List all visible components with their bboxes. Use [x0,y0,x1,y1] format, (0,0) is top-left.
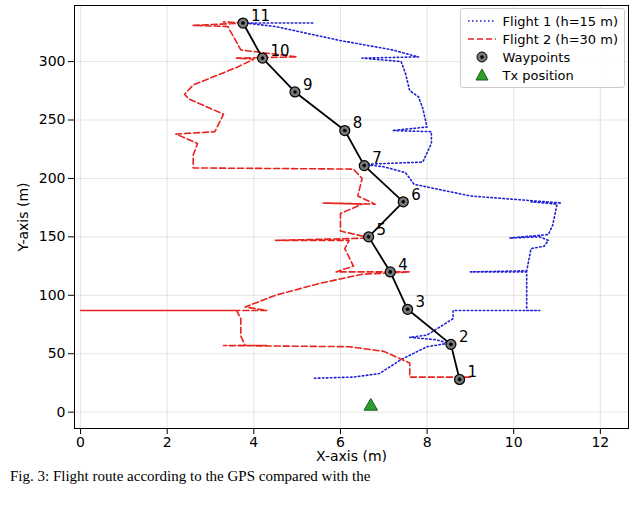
html-text:Waypoints: Waypoints [502,49,571,65]
svg-text:4: 4 [249,434,258,450]
svg-text:12: 12 [591,434,609,450]
svg-text:150: 150 [39,228,66,244]
svg-text:50: 50 [48,345,66,361]
svg-text:3: 3 [416,293,426,311]
svg-text:4: 4 [398,256,408,274]
svg-text:10: 10 [270,42,289,60]
svg-text:6: 6 [411,186,421,204]
html-text:Tx position: Tx position [502,67,574,83]
svg-text:0: 0 [57,404,66,420]
svg-text:100: 100 [39,287,66,303]
svg-text:11: 11 [251,7,270,25]
svg-text:300: 300 [39,53,66,69]
svg-text:Y-axis (m): Y-axis (m) [15,182,31,252]
svg-text:8: 8 [423,434,432,450]
svg-text:0: 0 [76,434,85,450]
svg-text:5: 5 [377,221,387,239]
svg-text:2: 2 [163,434,172,450]
html-text:Flight 2 (h=30 m): Flight 2 (h=30 m) [502,31,618,47]
svg-text:250: 250 [39,111,66,127]
svg-text:8: 8 [353,114,363,132]
svg-text:1: 1 [468,363,478,381]
html-text:Fig. 3: Flight route according: Fig. 3: Flight route according to the GP… [10,468,371,484]
svg-text:7: 7 [372,149,382,167]
html-text:Flight 1 (h=15 m): Flight 1 (h=15 m) [502,13,618,29]
svg-text:2: 2 [459,328,469,346]
svg-text:200: 200 [39,170,66,186]
svg-text:10: 10 [505,434,523,450]
svg-text:X-axis (m): X-axis (m) [316,448,387,463]
svg-text:9: 9 [303,76,313,94]
svg-text:6: 6 [336,434,345,451]
